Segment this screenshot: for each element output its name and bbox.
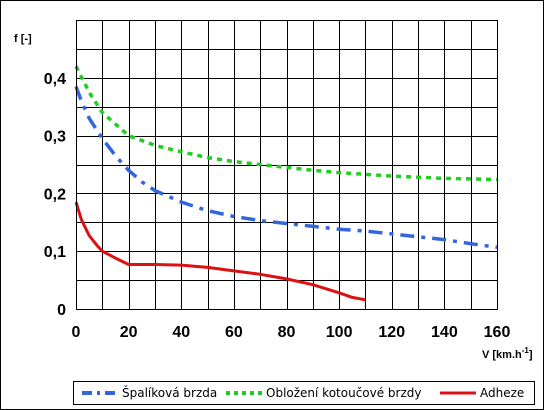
grid	[76, 20, 498, 310]
series-line-0	[74, 85, 498, 249]
x-tick-label: 40	[172, 324, 190, 341]
x-axis-label: V [km.h-1]	[482, 346, 533, 361]
legend: Špalíková brzda Obložení kotoučové brzdy…	[73, 381, 535, 405]
legend-item-oblozeni: Obložení kotoučové brzdy	[226, 385, 422, 401]
x-tick-label: 120	[378, 324, 405, 341]
plot-border	[76, 20, 498, 310]
series-line-2	[74, 201, 366, 302]
legend-label: Adheze	[480, 386, 525, 400]
y-tick-label: 0,4	[44, 71, 66, 88]
x-tick-label: 100	[326, 324, 353, 341]
y-tick-label: 0,1	[44, 244, 66, 261]
tick-labels: 0 20 40 60 80 100 120 140 160 0 0,1 0,2 0,3 0,4	[44, 71, 511, 341]
x-tick-label: 80	[278, 324, 296, 341]
y-axis-label: f [-]	[14, 33, 32, 45]
y-tick-label: 0	[57, 302, 66, 319]
x-tick-label: 20	[120, 324, 138, 341]
legend-swatch-oblozeni	[226, 391, 262, 395]
legend-label: Špalíková brzda	[122, 386, 218, 400]
legend-item-spalikova: Špalíková brzda	[82, 385, 217, 401]
legend-swatch-adheze	[440, 391, 476, 395]
x-tick-label: 140	[431, 324, 458, 341]
x-tick-label: 160	[484, 324, 511, 341]
series-layer	[74, 65, 498, 302]
series-line-1	[74, 65, 498, 182]
legend-item-adheze: Adheze	[440, 385, 524, 401]
x-tick-label: 60	[225, 324, 243, 341]
legend-label: Obložení kotoučové brzdy	[266, 386, 422, 400]
y-tick-label: 0,2	[44, 186, 66, 203]
legend-swatch-spalikova	[82, 391, 118, 395]
y-tick-label: 0,3	[44, 129, 66, 146]
x-tick-label: 0	[72, 324, 81, 341]
